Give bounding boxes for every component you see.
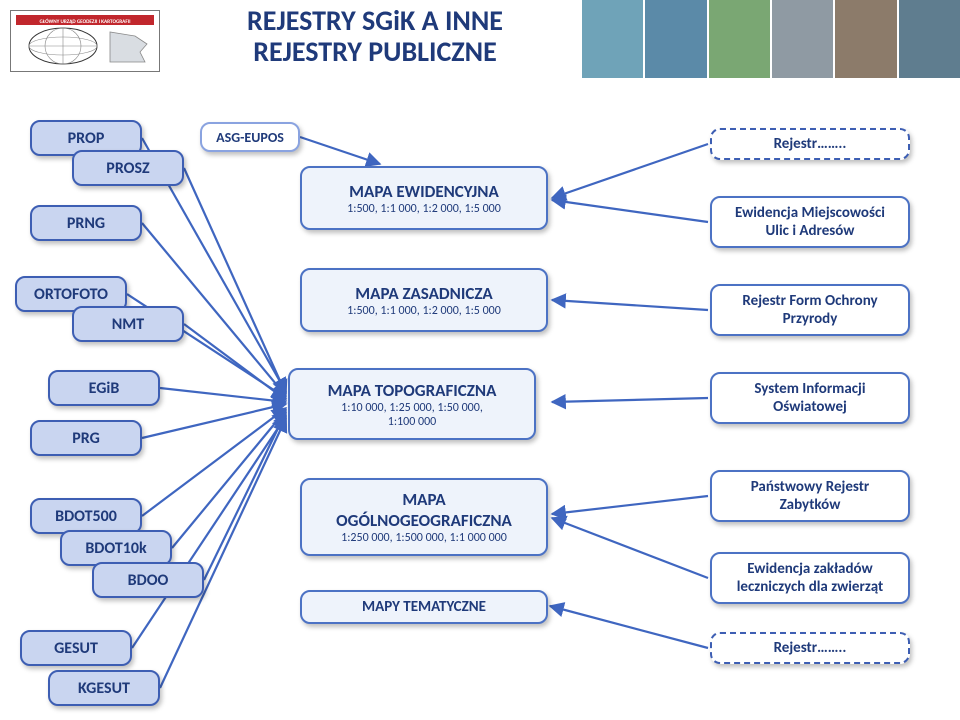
left-node-prng: PRNG — [30, 205, 142, 241]
center-node-me: MAPA EWIDENCYJNA1:500, 1:1 000, 1:2 000,… — [300, 166, 548, 230]
banner-cell — [897, 0, 960, 78]
asg-eupos-node: ASG-EUPOS — [200, 122, 300, 152]
left-node-bdot10k: BDOT10k — [60, 530, 172, 566]
left-node-bdoo: BDOO — [92, 562, 204, 598]
right-node-r0: Rejestr…….. — [710, 128, 910, 160]
right-node-r3: System InformacjiOświatowej — [710, 372, 910, 424]
banner-cell — [643, 0, 706, 78]
banner-cell — [580, 0, 643, 78]
left-node-nmt: NMT — [72, 306, 184, 342]
center-node-mo: MAPAOGÓLNOGEOGRAFICZNA1:250 000, 1:500 0… — [300, 478, 548, 556]
banner-cell — [770, 0, 833, 78]
slide-page: GŁÓWNY URZĄD GEODEZJI I KARTOGRAFII REJE… — [0, 0, 960, 720]
banner-cell — [707, 0, 770, 78]
left-node-kgesut: KGESUT — [48, 670, 160, 706]
left-node-egib: EGiB — [48, 370, 160, 406]
title-line2: REJESTRY PUBLICZNE — [253, 34, 497, 69]
right-node-r4: Państwowy RejestrZabytków — [710, 470, 910, 522]
left-node-prosz: PROSZ — [72, 150, 184, 186]
left-node-prg: PRG — [30, 420, 142, 456]
header-banner — [580, 0, 960, 78]
title-line1: REJESTRY SGiK A INNE — [247, 3, 503, 38]
right-node-r2: Rejestr Form OchronyPrzyrody — [710, 284, 910, 336]
left-node-bdot500: BDOT500 — [30, 498, 142, 534]
banner-cell — [833, 0, 896, 78]
right-node-r1: Ewidencja MiejscowościUlic i Adresów — [710, 196, 910, 248]
page-title: REJESTRY SGiK A INNE REJESTRY PUBLICZNE — [200, 6, 550, 68]
center-node-mt: MAPA TOPOGRAFICZNA1:10 000, 1:25 000, 1:… — [288, 368, 536, 440]
center-node-tm: MAPY TEMATYCZNE — [300, 590, 548, 624]
logo-text: GŁÓWNY URZĄD GEODEZJI I KARTOGRAFII — [40, 17, 132, 25]
left-node-gesut: GESUT — [20, 630, 132, 666]
center-node-mz: MAPA ZASADNICZA1:500, 1:1 000, 1:2 000, … — [300, 268, 548, 332]
right-node-r6: Rejestr…….. — [710, 632, 910, 664]
right-node-r5: Ewidencja zakładówleczniczych dla zwierz… — [710, 552, 910, 604]
logo: GŁÓWNY URZĄD GEODEZJI I KARTOGRAFII — [10, 10, 160, 72]
